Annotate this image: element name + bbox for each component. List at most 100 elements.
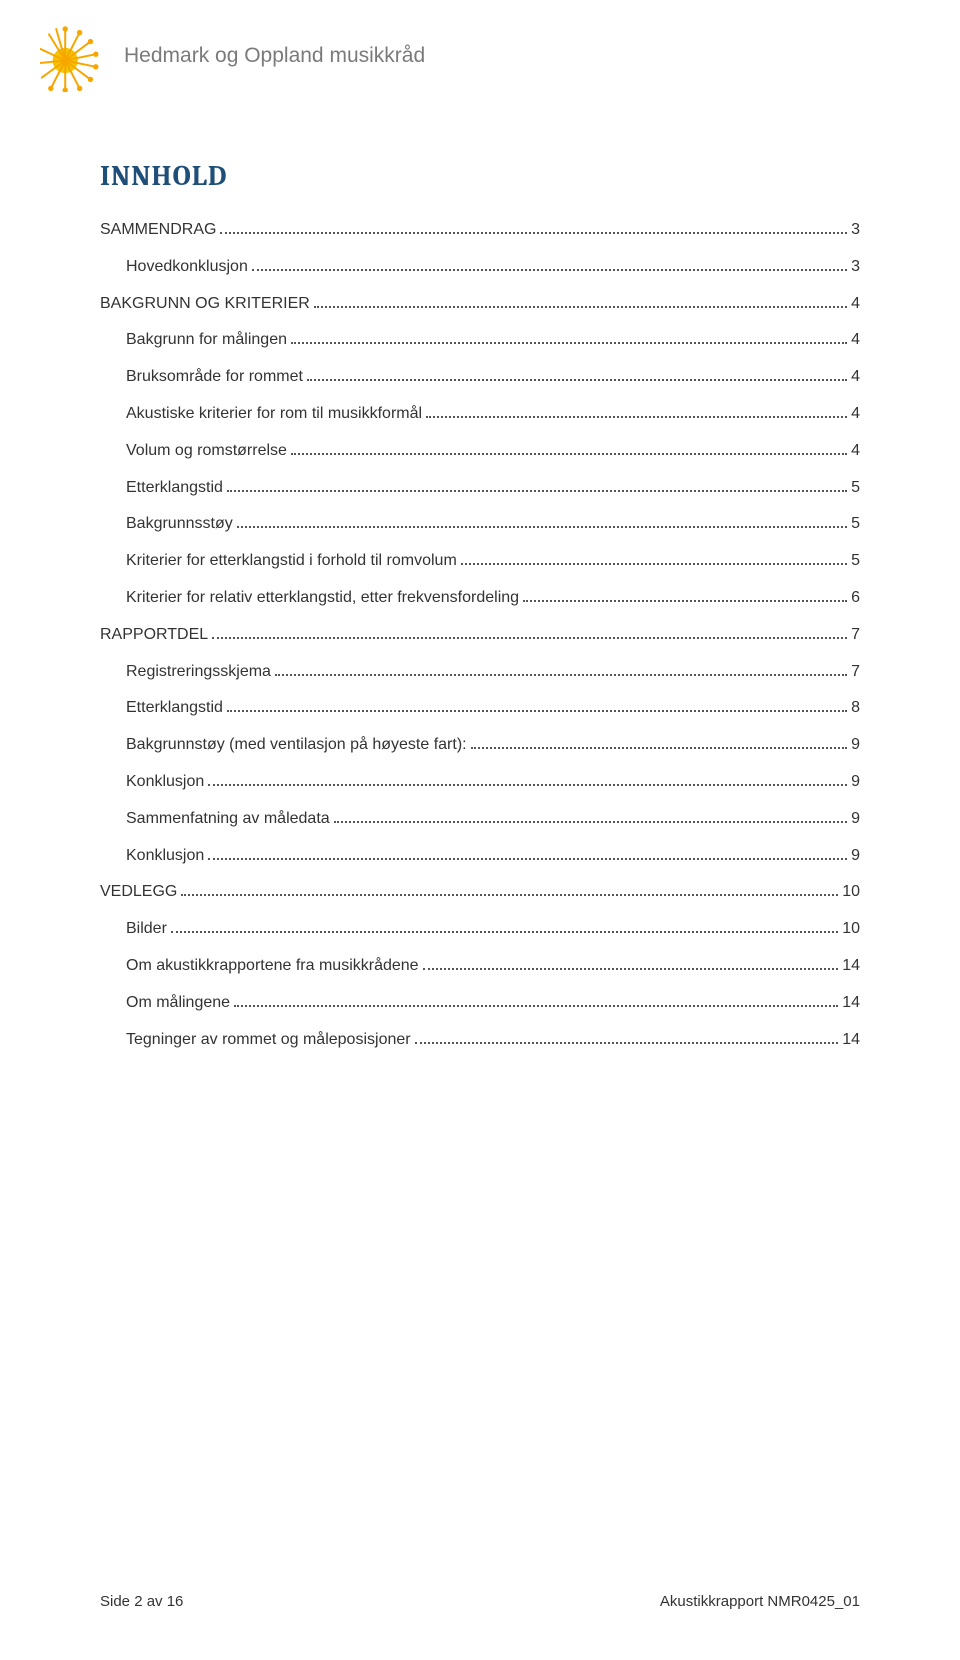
toc-entry-label: Akustiske kriterier for rom til musikkfo… <box>126 396 422 433</box>
toc-title: INNHOLD <box>100 160 860 192</box>
toc-leader-dots <box>234 1005 838 1007</box>
toc-entry-label: Registreringsskjema <box>126 654 271 691</box>
toc-entry[interactable]: Om akustikkrapportene fra musikkrådene 14 <box>100 948 860 985</box>
toc-entry[interactable]: Etterklangstid 8 <box>100 690 860 727</box>
toc-leader-dots <box>461 563 847 565</box>
toc-leader-dots <box>314 306 847 308</box>
toc-entry[interactable]: BAKGRUNN OG KRITERIER 4 <box>100 286 860 323</box>
toc-entry-page: 5 <box>851 470 860 507</box>
toc-entry-page: 14 <box>842 985 860 1022</box>
toc-entry-page: 10 <box>842 911 860 948</box>
toc-entry[interactable]: Bakgrunn for målingen 4 <box>100 322 860 359</box>
toc-entry-label: VEDLEGG <box>100 874 177 911</box>
page-header: Hedmark og Oppland musikkråd <box>40 20 425 92</box>
toc-entry-page: 4 <box>851 433 860 470</box>
toc-entry-label: Bilder <box>126 911 167 948</box>
toc-entry-page: 3 <box>851 212 860 249</box>
footer-page-number: Side 2 av 16 <box>100 1593 183 1610</box>
toc-leader-dots <box>291 453 847 455</box>
toc-entry[interactable]: Registreringsskjema 7 <box>100 654 860 691</box>
toc-entry-label: Bakgrunn for målingen <box>126 322 287 359</box>
toc-leader-dots <box>334 821 847 823</box>
toc-entry-label: Om målingene <box>126 985 230 1022</box>
toc-leader-dots <box>252 269 847 271</box>
toc-entry-label: RAPPORTDEL <box>100 617 208 654</box>
toc-entry-page: 4 <box>851 359 860 396</box>
sunburst-logo-icon <box>40 20 112 92</box>
toc-entry[interactable]: Bakgrunnstøy (med ventilasjon på høyeste… <box>100 727 860 764</box>
toc-leader-dots <box>423 968 839 970</box>
toc-entry-label: Bakgrunnstøy (med ventilasjon på høyeste… <box>126 727 467 764</box>
toc-entry[interactable]: Akustiske kriterier for rom til musikkfo… <box>100 396 860 433</box>
toc-entry-page: 7 <box>851 617 860 654</box>
toc-entry-page: 3 <box>851 249 860 286</box>
toc-entry-label: Etterklangstid <box>126 690 223 727</box>
toc-leader-dots <box>208 858 847 860</box>
toc-entry[interactable]: Sammenfatning av måledata 9 <box>100 801 860 838</box>
toc-leader-dots <box>212 637 847 639</box>
toc-entry[interactable]: Volum og romstørrelse 4 <box>100 433 860 470</box>
toc-entry-label: Konklusjon <box>126 838 204 875</box>
toc-leader-dots <box>523 600 847 602</box>
toc-entry-page: 5 <box>851 543 860 580</box>
toc-leader-dots <box>237 526 847 528</box>
toc-entry-page: 8 <box>851 690 860 727</box>
toc-entry-page: 6 <box>851 580 860 617</box>
toc-entry[interactable]: Om målingene 14 <box>100 985 860 1022</box>
toc-entry-page: 4 <box>851 286 860 323</box>
toc-leader-dots <box>208 784 847 786</box>
org-name: Hedmark og Oppland musikkråd <box>124 44 425 68</box>
toc-entry[interactable]: Bilder 10 <box>100 911 860 948</box>
toc-entry-label: Om akustikkrapportene fra musikkrådene <box>126 948 419 985</box>
toc-entry-label: Bruksområde for rommet <box>126 359 303 396</box>
toc-entry[interactable]: Tegninger av rommet og måleposisjoner 14 <box>100 1022 860 1059</box>
toc-entry[interactable]: Hovedkonklusjon 3 <box>100 249 860 286</box>
toc-entry-label: Kriterier for relativ etterklangstid, et… <box>126 580 519 617</box>
toc-leader-dots <box>291 342 847 344</box>
toc-entry-page: 9 <box>851 801 860 838</box>
toc-entry-page: 7 <box>851 654 860 691</box>
toc-entry-page: 9 <box>851 764 860 801</box>
toc-entry-label: Kriterier for etterklangstid i forhold t… <box>126 543 457 580</box>
toc-entry[interactable]: Bruksområde for rommet 4 <box>100 359 860 396</box>
toc-entry[interactable]: Etterklangstid 5 <box>100 470 860 507</box>
toc-leader-dots <box>227 710 847 712</box>
toc-list: SAMMENDRAG3Hovedkonklusjon3BAKGRUNN OG K… <box>100 212 860 1058</box>
toc-leader-dots <box>307 379 847 381</box>
toc-leader-dots <box>415 1042 839 1044</box>
toc-container: INNHOLD SAMMENDRAG3Hovedkonklusjon3BAKGR… <box>100 160 860 1058</box>
toc-leader-dots <box>181 894 838 896</box>
toc-entry-label: Etterklangstid <box>126 470 223 507</box>
toc-leader-dots <box>171 931 838 933</box>
toc-entry[interactable]: VEDLEGG 10 <box>100 874 860 911</box>
toc-entry[interactable]: SAMMENDRAG 3 <box>100 212 860 249</box>
toc-entry[interactable]: RAPPORTDEL 7 <box>100 617 860 654</box>
toc-entry-label: Sammenfatning av måledata <box>126 801 330 838</box>
toc-entry[interactable]: Konklusjon 9 <box>100 764 860 801</box>
toc-entry-label: Bakgrunnsstøy <box>126 506 233 543</box>
toc-entry-page: 5 <box>851 506 860 543</box>
toc-entry-label: SAMMENDRAG <box>100 212 216 249</box>
toc-entry-label: Volum og romstørrelse <box>126 433 287 470</box>
toc-entry-page: 9 <box>851 838 860 875</box>
toc-entry-page: 14 <box>842 1022 860 1059</box>
toc-entry[interactable]: Konklusjon 9 <box>100 838 860 875</box>
toc-leader-dots <box>227 490 847 492</box>
toc-entry[interactable]: Bakgrunnsstøy 5 <box>100 506 860 543</box>
toc-entry-label: Tegninger av rommet og måleposisjoner <box>126 1022 411 1059</box>
toc-entry-page: 10 <box>842 874 860 911</box>
footer-report-id: Akustikkrapport NMR0425_01 <box>660 1593 860 1610</box>
toc-leader-dots <box>275 674 847 676</box>
toc-entry-page: 9 <box>851 727 860 764</box>
toc-entry-page: 4 <box>851 322 860 359</box>
toc-entry-page: 14 <box>842 948 860 985</box>
toc-entry-label: BAKGRUNN OG KRITERIER <box>100 286 310 323</box>
toc-entry-label: Konklusjon <box>126 764 204 801</box>
toc-entry-label: Hovedkonklusjon <box>126 249 248 286</box>
toc-entry[interactable]: Kriterier for etterklangstid i forhold t… <box>100 543 860 580</box>
toc-entry[interactable]: Kriterier for relativ etterklangstid, et… <box>100 580 860 617</box>
toc-leader-dots <box>220 232 847 234</box>
page-footer: Side 2 av 16 Akustikkrapport NMR0425_01 <box>100 1593 860 1610</box>
toc-leader-dots <box>426 416 847 418</box>
toc-leader-dots <box>471 747 848 749</box>
